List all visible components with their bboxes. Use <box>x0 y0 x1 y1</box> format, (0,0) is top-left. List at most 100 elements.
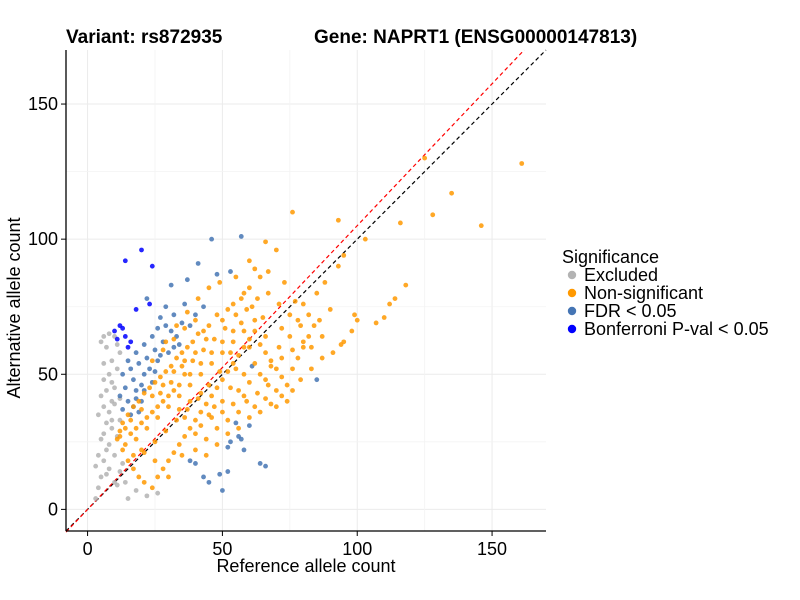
point-nonsig <box>195 331 201 337</box>
point-nonsig <box>228 350 233 356</box>
point-nonsig <box>120 420 126 426</box>
point-nonsig <box>157 374 163 380</box>
point-fdr <box>225 444 231 450</box>
point-nonsig <box>176 393 182 399</box>
point-nonsig <box>255 390 260 396</box>
point-fdr <box>241 447 247 453</box>
point-nonsig <box>214 385 220 391</box>
point-nonsig <box>211 404 217 410</box>
point-fdr <box>195 261 201 266</box>
point-fdr <box>184 277 190 283</box>
point-excluded <box>122 479 128 485</box>
point-fdr <box>179 320 185 326</box>
point-nonsig <box>209 361 215 366</box>
point-nonsig <box>195 396 201 401</box>
point-nonsig <box>362 236 368 242</box>
point-nonsig <box>238 296 244 302</box>
point-nonsig <box>273 388 279 393</box>
point-nonsig <box>209 415 215 420</box>
point-fdr <box>163 304 169 310</box>
point-nonsig <box>211 336 217 342</box>
point-nonsig <box>163 339 169 345</box>
x-axis-title: Reference allele count <box>216 556 395 576</box>
point-nonsig <box>203 452 209 458</box>
point-nonsig <box>171 369 177 374</box>
point-excluded <box>109 425 115 431</box>
point-nonsig <box>184 406 190 412</box>
point-nonsig <box>287 334 293 339</box>
point-nonsig <box>128 431 134 437</box>
point-nonsig <box>246 379 252 385</box>
point-nonsig <box>381 315 387 320</box>
point-fdr <box>171 312 177 318</box>
point-excluded <box>98 393 104 399</box>
point-nonsig <box>279 325 285 331</box>
point-nonsig <box>478 223 484 229</box>
point-fdr <box>157 315 163 320</box>
point-nonsig <box>149 393 155 399</box>
point-nonsig <box>152 458 158 464</box>
point-nonsig <box>268 363 274 369</box>
point-excluded <box>95 452 101 458</box>
point-nonsig <box>314 290 320 296</box>
point-nonsig <box>352 312 357 318</box>
point-nonsig <box>255 296 260 302</box>
point-nonsig <box>341 252 347 258</box>
point-nonsig <box>220 350 225 356</box>
point-bonf <box>133 307 139 312</box>
point-nonsig <box>228 385 233 391</box>
point-nonsig <box>246 344 252 350</box>
point-nonsig <box>230 301 236 307</box>
point-fdr <box>193 461 198 466</box>
point-nonsig <box>300 344 306 350</box>
point-nonsig <box>193 350 198 356</box>
point-nonsig <box>220 339 225 345</box>
point-nonsig <box>117 434 123 439</box>
point-nonsig <box>160 347 166 353</box>
point-fdr <box>144 296 150 302</box>
point-nonsig <box>155 404 161 410</box>
point-bonf <box>125 344 131 350</box>
reference-line-expected-ratio <box>65 49 525 533</box>
point-fdr <box>144 355 150 361</box>
point-nonsig <box>155 474 161 480</box>
point-nonsig <box>349 328 355 334</box>
point-excluded <box>109 417 115 423</box>
point-nonsig <box>273 404 279 410</box>
point-nonsig <box>246 415 252 420</box>
point-fdr <box>257 461 263 466</box>
point-nonsig <box>166 393 171 399</box>
data-points <box>93 155 525 501</box>
point-nonsig <box>198 423 204 429</box>
legend-swatch-bonf <box>567 324 577 334</box>
point-nonsig <box>174 323 179 329</box>
point-nonsig <box>220 409 225 415</box>
point-nonsig <box>225 417 231 423</box>
point-nonsig <box>265 382 271 388</box>
point-nonsig <box>241 328 247 334</box>
point-nonsig <box>246 258 252 264</box>
point-excluded <box>106 371 112 377</box>
point-nonsig <box>257 371 263 377</box>
point-bonf <box>128 339 134 345</box>
point-nonsig <box>279 393 285 399</box>
point-nonsig <box>120 447 126 453</box>
point-nonsig <box>268 401 274 407</box>
point-fdr <box>128 366 134 372</box>
point-excluded <box>109 358 115 364</box>
point-fdr <box>122 385 128 391</box>
point-nonsig <box>131 452 136 458</box>
point-nonsig <box>195 296 201 302</box>
point-nonsig <box>422 155 428 161</box>
x-tick-label: 50 <box>212 539 232 559</box>
point-nonsig <box>236 388 241 393</box>
y-tick-label: 50 <box>38 364 58 384</box>
point-nonsig <box>387 301 392 307</box>
point-nonsig <box>263 377 268 383</box>
point-fdr <box>131 377 136 383</box>
point-fdr <box>182 301 188 307</box>
point-excluded <box>93 463 99 469</box>
point-nonsig <box>190 358 196 364</box>
point-excluded <box>98 339 104 345</box>
